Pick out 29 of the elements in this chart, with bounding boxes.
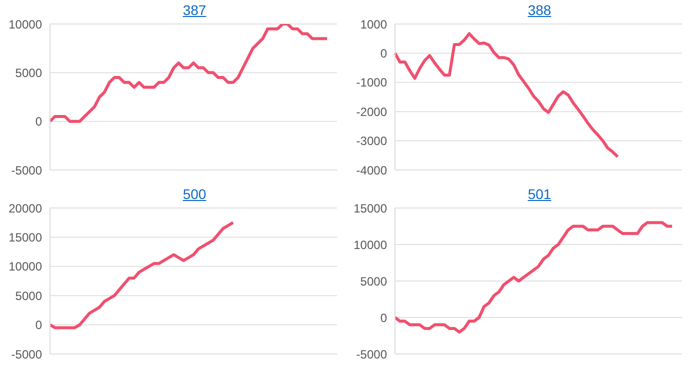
y-tick-label: 0 [35, 114, 42, 129]
line-series [394, 221, 674, 334]
y-tick-label: 10000 [8, 17, 42, 32]
y-tick-label: 20000 [8, 201, 42, 216]
y-tick-label: 0 [380, 310, 388, 325]
y-tick-label: -5000 [11, 347, 42, 362]
y-tick-label: -4000 [356, 163, 388, 178]
line-series [48, 221, 235, 330]
y-tick-label: -5000 [11, 163, 42, 178]
chart-title: 387 [182, 2, 208, 18]
chart-title: 500 [182, 186, 208, 202]
y-tick-label: 0 [380, 46, 388, 60]
y-tick-label: 5000 [15, 288, 42, 303]
y-tick-label: -3000 [356, 134, 388, 148]
y-tick-label: 5000 [15, 66, 42, 80]
chart-title: 388 [526, 2, 552, 18]
line-series [48, 24, 329, 123]
y-tick-label: 10000 [8, 260, 42, 274]
y-tick-label: 10000 [354, 238, 388, 252]
y-tick-label: -5000 [356, 347, 388, 362]
y-tick-label: 0 [35, 318, 42, 332]
y-tick-label: 15000 [354, 201, 388, 216]
y-tick-label: 5000 [360, 274, 388, 288]
y-tick-label: -1000 [356, 76, 388, 90]
y-tick-label: -2000 [356, 104, 388, 119]
y-tick-label: 15000 [8, 230, 42, 244]
chart-title: 501 [526, 186, 552, 202]
line-series [394, 32, 620, 158]
y-tick-label: 1000 [360, 17, 388, 32]
